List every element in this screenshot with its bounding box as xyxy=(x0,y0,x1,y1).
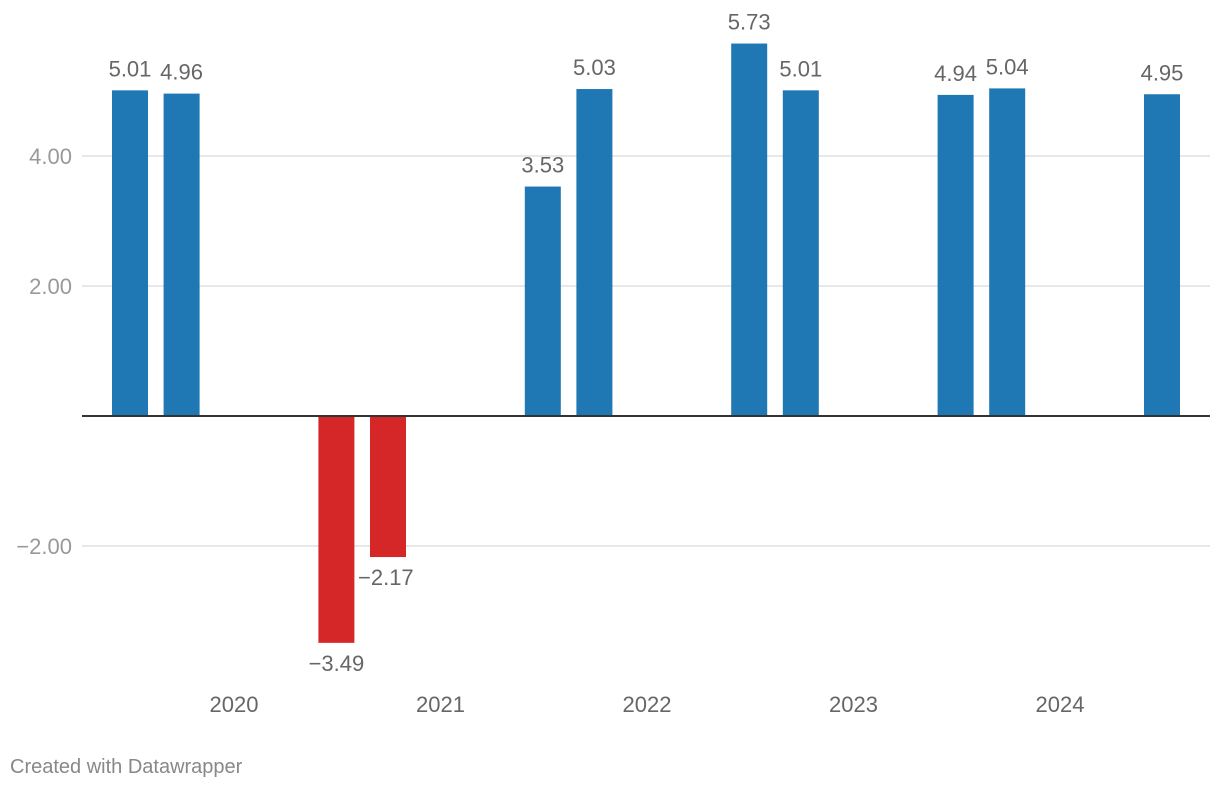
y-axis-labels: 4.00 2.00 −2.00 xyxy=(16,144,72,559)
bar-value-label-4: −3.49 xyxy=(309,651,365,676)
x-tick-label-2023: 2023 xyxy=(829,692,878,717)
bar-8 xyxy=(524,186,561,416)
bar-value-label-1: 4.96 xyxy=(160,60,203,85)
bar-9 xyxy=(576,89,613,417)
bar-value-label-20: 4.95 xyxy=(1141,60,1184,85)
bar-value-label-16: 4.94 xyxy=(934,61,977,86)
x-tick-label-2020: 2020 xyxy=(210,692,259,717)
bar-value-label-13: 5.01 xyxy=(779,56,822,81)
bar-5 xyxy=(370,416,406,558)
credit-text: Created with Datawrapper xyxy=(10,756,243,778)
y-tick-label-0: 4.00 xyxy=(29,144,72,169)
x-axis-labels: 2020 2021 2022 2023 2024 xyxy=(210,692,1085,717)
x-tick-label-2024: 2024 xyxy=(1036,692,1085,717)
value-labels: 5.01 4.96 −3.49 −2.17 3.53 5.03 5.73 5.01 4.94 5.… xyxy=(109,10,1184,676)
bar-value-label-5: −2.17 xyxy=(358,565,414,590)
bar-17 xyxy=(989,88,1026,417)
bar-value-label-17: 5.04 xyxy=(986,54,1029,79)
bar-16 xyxy=(937,94,974,417)
bars xyxy=(112,43,1180,643)
bar-1 xyxy=(163,93,200,416)
x-tick-label-2022: 2022 xyxy=(623,692,672,717)
bar-value-label-12: 5.73 xyxy=(728,10,771,35)
bar-4 xyxy=(318,416,355,643)
bar-13 xyxy=(782,90,819,416)
y-tick-label-1: 2.00 xyxy=(29,274,72,299)
bar-12 xyxy=(731,43,768,417)
gridlines xyxy=(82,155,1210,547)
bar-20 xyxy=(1144,94,1180,416)
y-tick-label-2: −2.00 xyxy=(16,534,72,559)
bar-value-label-9: 5.03 xyxy=(573,55,616,80)
bar-0 xyxy=(112,90,148,416)
x-tick-label-2021: 2021 xyxy=(416,692,465,717)
bar-value-label-0: 5.01 xyxy=(109,56,152,81)
bar-value-label-8: 3.53 xyxy=(521,153,564,178)
